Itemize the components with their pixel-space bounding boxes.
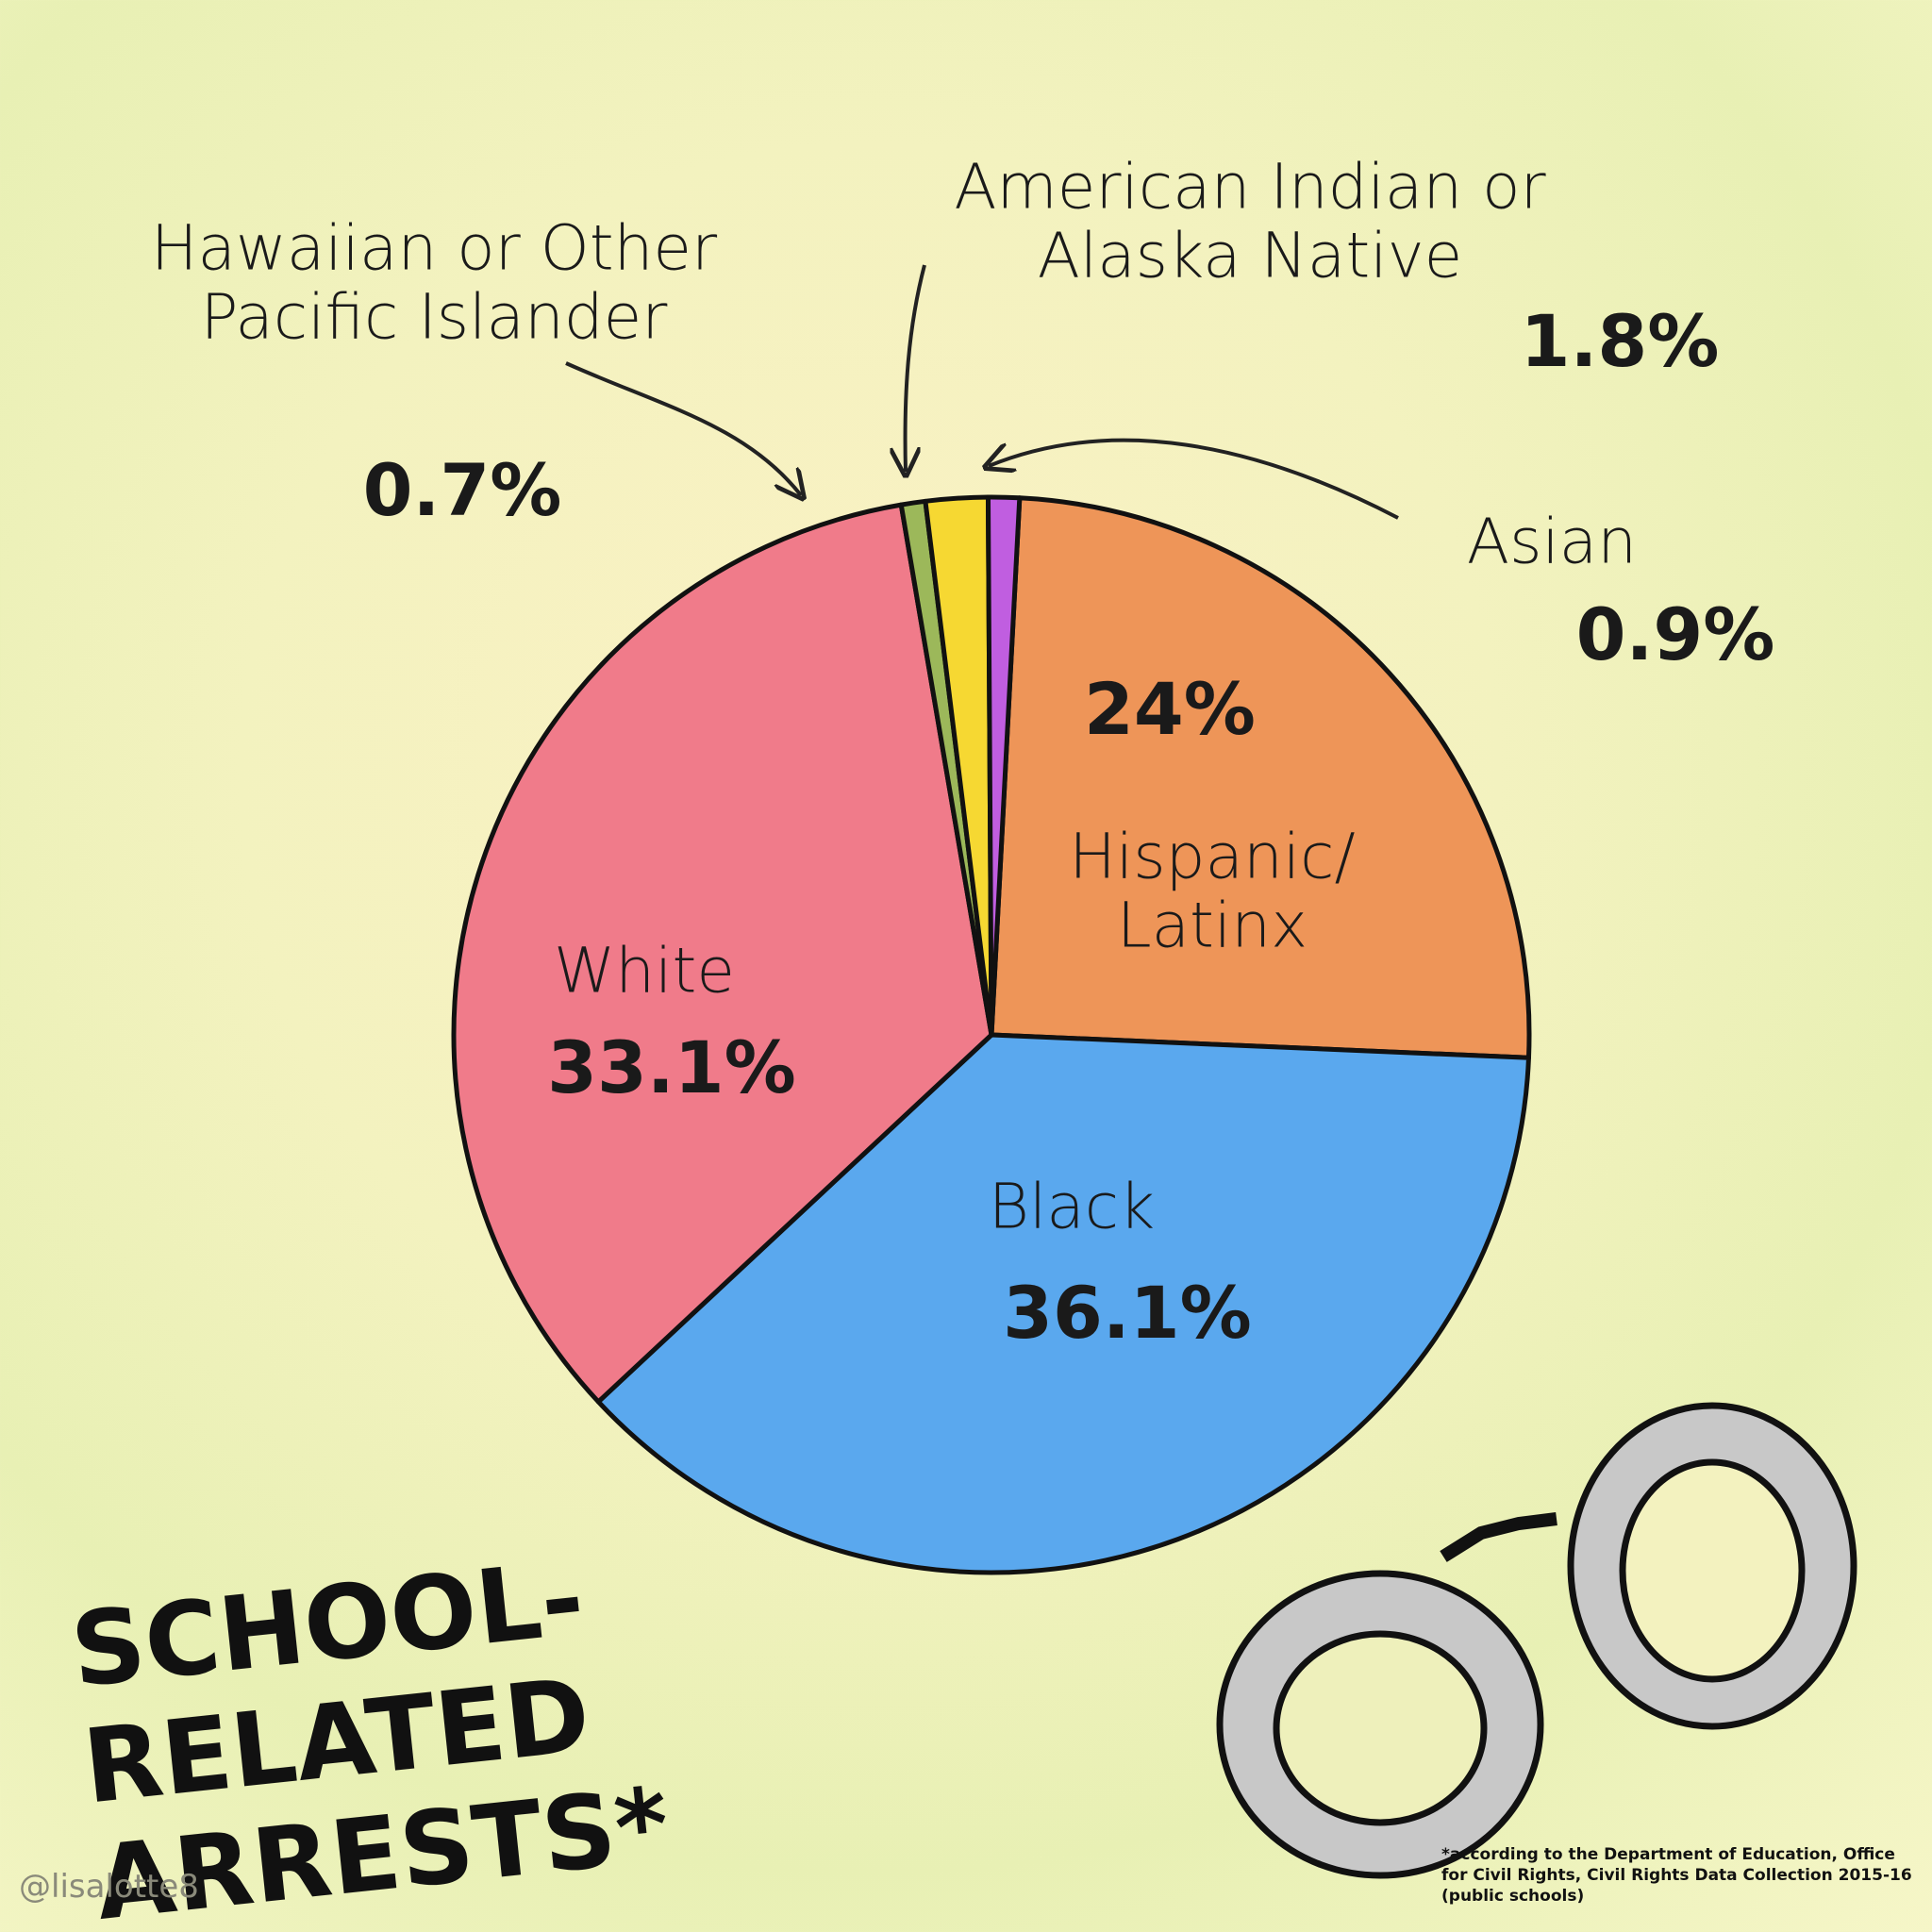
handcuffs xyxy=(1216,1402,1857,1879)
slice-label: Asian xyxy=(1466,505,1638,578)
pie-slice xyxy=(985,494,1023,1038)
pie xyxy=(451,494,1532,1575)
slice-label: American Indian or Alaska Native xyxy=(954,150,1546,291)
slice-label: Hispanic/ Latinx xyxy=(1069,820,1356,961)
value-label: 1.8% xyxy=(1520,299,1720,384)
arrow xyxy=(565,361,801,495)
value-label: 36.1% xyxy=(1003,1271,1252,1356)
value-label: 0.9% xyxy=(1575,592,1775,677)
slice-label: Hawaiian or Other Pacific Islander xyxy=(150,211,718,353)
pie-slice xyxy=(989,495,1532,1060)
value-label: 24% xyxy=(1084,667,1256,752)
arrow xyxy=(906,264,926,472)
pie-slice xyxy=(595,1032,1531,1575)
credit: @lisalotte8 xyxy=(19,1868,199,1906)
arrow xyxy=(989,438,1399,520)
value-label: 33.1% xyxy=(547,1025,796,1110)
footnote: *according to the Department of Educatio… xyxy=(1441,1845,1912,1907)
slice-label: Black xyxy=(988,1170,1156,1243)
slice-label: White xyxy=(554,934,735,1008)
pie-slice xyxy=(451,502,994,1405)
value-label: 0.7% xyxy=(362,448,562,533)
